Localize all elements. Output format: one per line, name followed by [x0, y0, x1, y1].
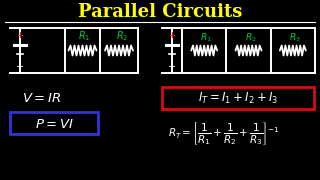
Text: $R_1$: $R_1$	[200, 31, 212, 44]
Text: $I_T = I_1 + I_2 + I_3$: $I_T = I_1 + I_2 + I_3$	[198, 90, 278, 105]
Text: $R_2$: $R_2$	[245, 31, 256, 44]
Text: $R_1$: $R_1$	[78, 30, 91, 44]
Text: +: +	[169, 31, 175, 40]
Bar	[10, 112, 98, 134]
Text: +: +	[17, 31, 23, 40]
Text: $R_3$: $R_3$	[289, 31, 301, 44]
Bar	[162, 87, 314, 109]
Text: −: −	[168, 62, 176, 72]
Text: Parallel Circuits: Parallel Circuits	[78, 3, 242, 21]
Text: $V = IR$: $V = IR$	[22, 92, 61, 105]
Text: $R_2$: $R_2$	[116, 30, 128, 44]
Text: −: −	[16, 62, 24, 72]
Text: $P = V I$: $P = V I$	[35, 118, 73, 130]
Text: $R_T = \left[\dfrac{1}{R_1} + \dfrac{1}{R_2} + \dfrac{1}{R_3}\right]^{-1}$: $R_T = \left[\dfrac{1}{R_1} + \dfrac{1}{…	[168, 120, 279, 147]
